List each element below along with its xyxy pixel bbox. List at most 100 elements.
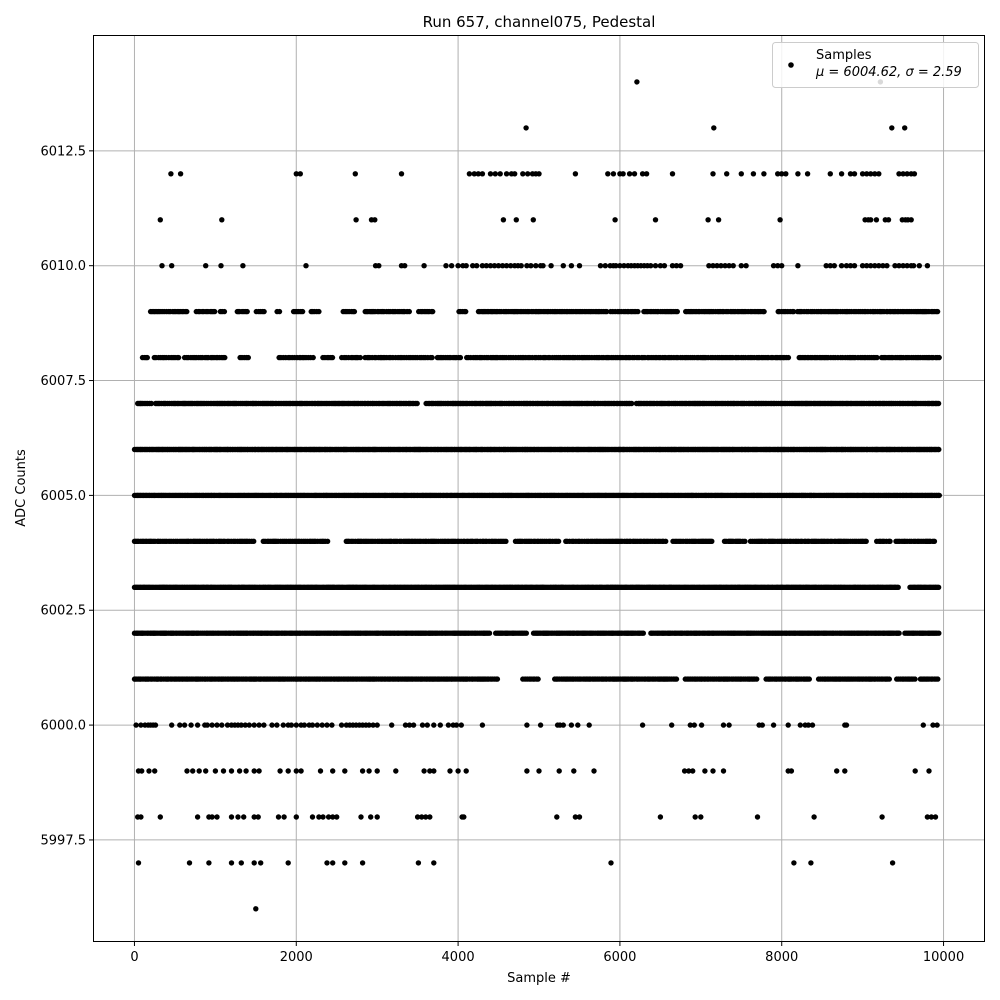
data-point xyxy=(235,814,241,820)
data-point xyxy=(276,308,283,315)
data-point xyxy=(663,538,669,544)
data-point xyxy=(657,814,664,820)
data-point xyxy=(285,768,291,774)
data-point xyxy=(874,354,880,361)
data-point xyxy=(690,768,696,774)
data-point xyxy=(236,768,243,774)
data-point xyxy=(935,584,942,590)
data-point xyxy=(537,722,544,728)
data-point xyxy=(389,722,395,728)
data-point xyxy=(366,768,372,774)
data-point xyxy=(430,308,436,315)
data-point xyxy=(144,354,150,361)
data-point xyxy=(243,768,249,774)
data-point xyxy=(572,814,579,820)
data-point xyxy=(770,722,777,728)
data-point xyxy=(246,722,252,728)
data-point xyxy=(687,722,693,728)
data-point xyxy=(808,860,814,866)
data-point xyxy=(196,768,202,774)
data-point xyxy=(342,860,348,866)
data-point xyxy=(926,768,932,774)
data-point xyxy=(146,768,152,774)
data-point xyxy=(788,768,795,774)
data-point xyxy=(186,860,193,866)
data-point xyxy=(887,538,893,544)
data-point xyxy=(754,814,761,820)
data-point xyxy=(402,722,409,728)
data-point xyxy=(805,722,812,728)
data-point xyxy=(535,676,541,682)
data-point xyxy=(325,814,332,820)
data-point xyxy=(629,400,635,407)
data-point xyxy=(463,768,469,774)
data-point xyxy=(936,630,942,636)
data-point xyxy=(932,814,939,820)
data-point xyxy=(277,768,283,774)
data-point xyxy=(139,768,145,774)
data-point xyxy=(457,354,464,361)
data-point xyxy=(455,768,461,774)
data-point xyxy=(310,354,316,361)
data-point xyxy=(524,768,530,774)
data-point xyxy=(222,354,228,361)
data-point xyxy=(275,814,282,820)
data-point xyxy=(811,814,817,820)
data-point xyxy=(934,722,940,728)
data-point xyxy=(503,538,509,544)
data-point xyxy=(586,722,592,728)
data-point xyxy=(212,308,218,315)
data-point xyxy=(427,814,433,820)
data-point xyxy=(843,722,850,728)
data-point xyxy=(228,768,235,774)
data-point xyxy=(241,814,247,820)
data-point xyxy=(251,722,257,728)
data-point xyxy=(309,814,316,820)
data-point xyxy=(251,814,257,820)
data-point xyxy=(720,722,727,728)
data-point xyxy=(184,308,190,315)
data-point xyxy=(930,722,936,728)
data-point xyxy=(575,722,581,728)
data-point xyxy=(393,768,399,774)
data-point xyxy=(317,768,324,774)
data-point xyxy=(293,814,299,820)
data-point xyxy=(374,722,380,728)
data-point xyxy=(194,722,201,728)
data-point xyxy=(368,814,374,820)
data-point xyxy=(274,722,280,728)
data-point xyxy=(209,722,215,728)
data-point xyxy=(177,722,183,728)
data-point xyxy=(314,722,320,728)
data-point xyxy=(726,722,732,728)
data-point xyxy=(754,676,760,682)
data-point xyxy=(640,630,646,636)
data-point xyxy=(895,584,901,590)
data-point xyxy=(406,722,413,728)
data-point xyxy=(329,354,336,361)
data-point xyxy=(374,768,380,774)
data-point xyxy=(206,860,212,866)
data-point xyxy=(555,538,562,544)
data-point xyxy=(410,722,417,728)
data-point xyxy=(437,722,443,728)
data-point xyxy=(255,814,261,820)
data-point xyxy=(842,768,848,774)
data-point xyxy=(879,814,885,820)
data-point xyxy=(486,630,493,636)
data-point xyxy=(791,860,797,866)
data-point xyxy=(692,814,698,820)
data-point xyxy=(928,814,935,820)
data-point xyxy=(133,722,139,728)
data-point xyxy=(936,492,942,499)
data-point xyxy=(785,354,792,361)
data-point xyxy=(359,768,366,774)
data-point xyxy=(214,722,220,728)
data-point xyxy=(935,676,941,682)
data-point xyxy=(445,722,452,728)
data-point xyxy=(181,722,188,728)
data-point xyxy=(309,722,316,728)
data-point xyxy=(330,768,336,774)
data-point xyxy=(936,354,942,361)
data-points xyxy=(131,79,942,912)
